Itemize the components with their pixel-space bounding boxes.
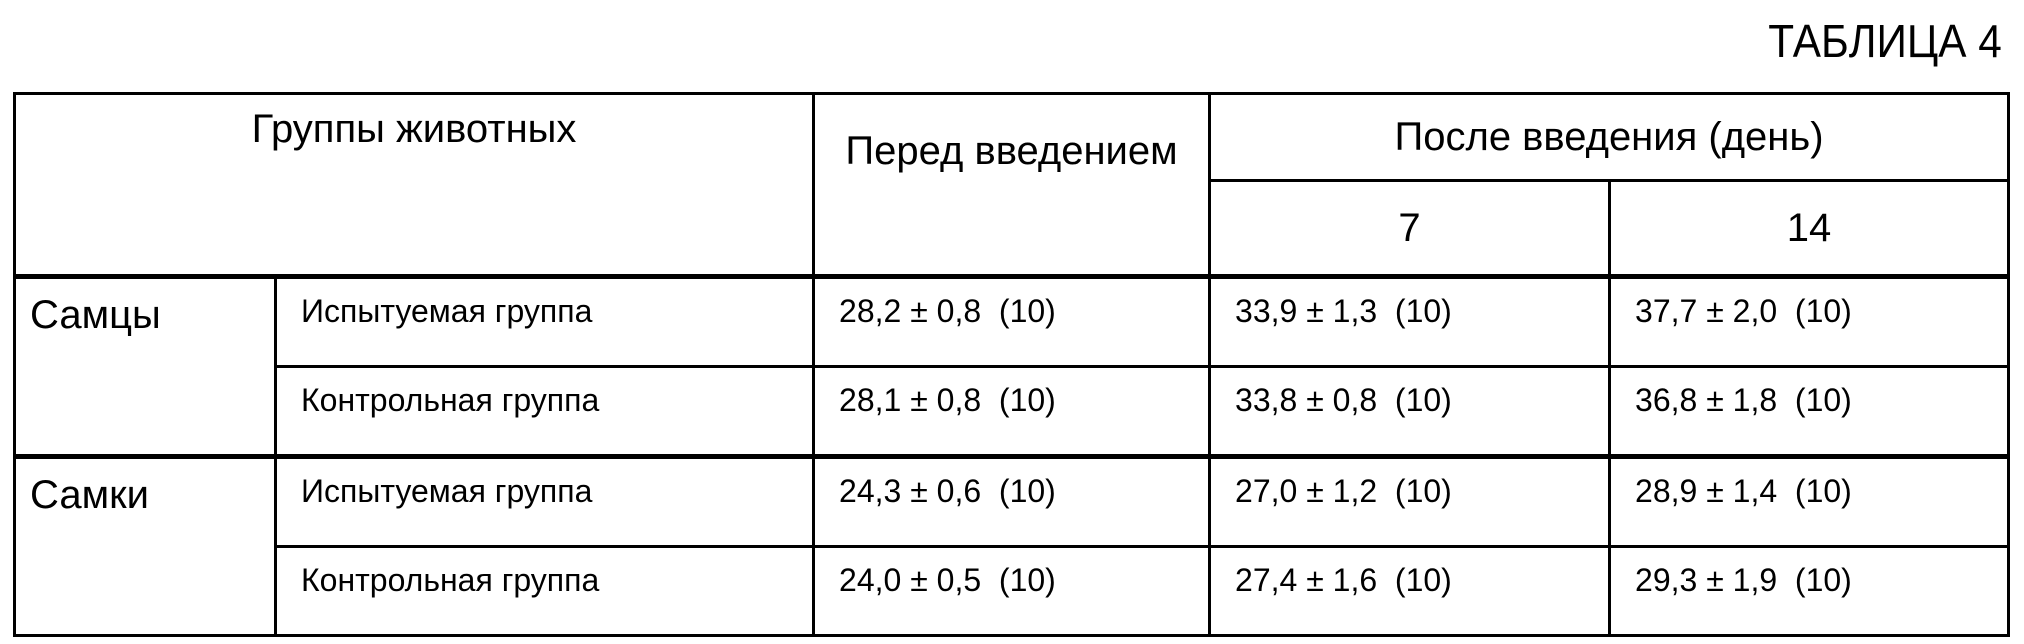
- group-label: Испытуемая группа: [276, 457, 814, 547]
- table-title: ТАБЛИЦА 4: [1769, 14, 2002, 68]
- cell-before: 28,2 ± 0,8 (10): [814, 277, 1210, 367]
- sex-label: Самцы: [15, 277, 276, 457]
- data-table: Группы животных Перед введением После вв…: [13, 92, 2010, 637]
- cell-before: 24,0 ± 0,5 (10): [814, 547, 1210, 636]
- table-row: Контрольная группа 24,0 ± 0,5 (10) 27,4 …: [15, 547, 2009, 636]
- cell-day14: 28,9 ± 1,4 (10): [1610, 457, 2009, 547]
- cell-day14: 37,7 ± 2,0 (10): [1610, 277, 2009, 367]
- cell-before: 28,1 ± 0,8 (10): [814, 367, 1210, 457]
- cell-day14: 36,8 ± 1,8 (10): [1610, 367, 2009, 457]
- table-row: Контрольная группа 28,1 ± 0,8 (10) 33,8 …: [15, 367, 2009, 457]
- group-label: Контрольная группа: [276, 367, 814, 457]
- group-label: Испытуемая группа: [276, 277, 814, 367]
- header-day-7: 7: [1210, 181, 1610, 277]
- cell-day7: 27,4 ± 1,6 (10): [1210, 547, 1610, 636]
- table-row: Самки Испытуемая группа 24,3 ± 0,6 (10) …: [15, 457, 2009, 547]
- group-label: Контрольная группа: [276, 547, 814, 636]
- cell-day7: 33,8 ± 0,8 (10): [1210, 367, 1610, 457]
- sex-label: Самки: [15, 457, 276, 636]
- header-after: После введения (день): [1210, 94, 2009, 181]
- cell-day7: 27,0 ± 1,2 (10): [1210, 457, 1610, 547]
- cell-before: 24,3 ± 0,6 (10): [814, 457, 1210, 547]
- table-row: Самцы Испытуемая группа 28,2 ± 0,8 (10) …: [15, 277, 2009, 367]
- cell-day14: 29,3 ± 1,9 (10): [1610, 547, 2009, 636]
- cell-day7: 33,9 ± 1,3 (10): [1210, 277, 1610, 367]
- header-day-14: 14: [1610, 181, 2009, 277]
- header-before: Перед введением: [814, 94, 1210, 277]
- header-animal-groups: Группы животных: [15, 94, 814, 277]
